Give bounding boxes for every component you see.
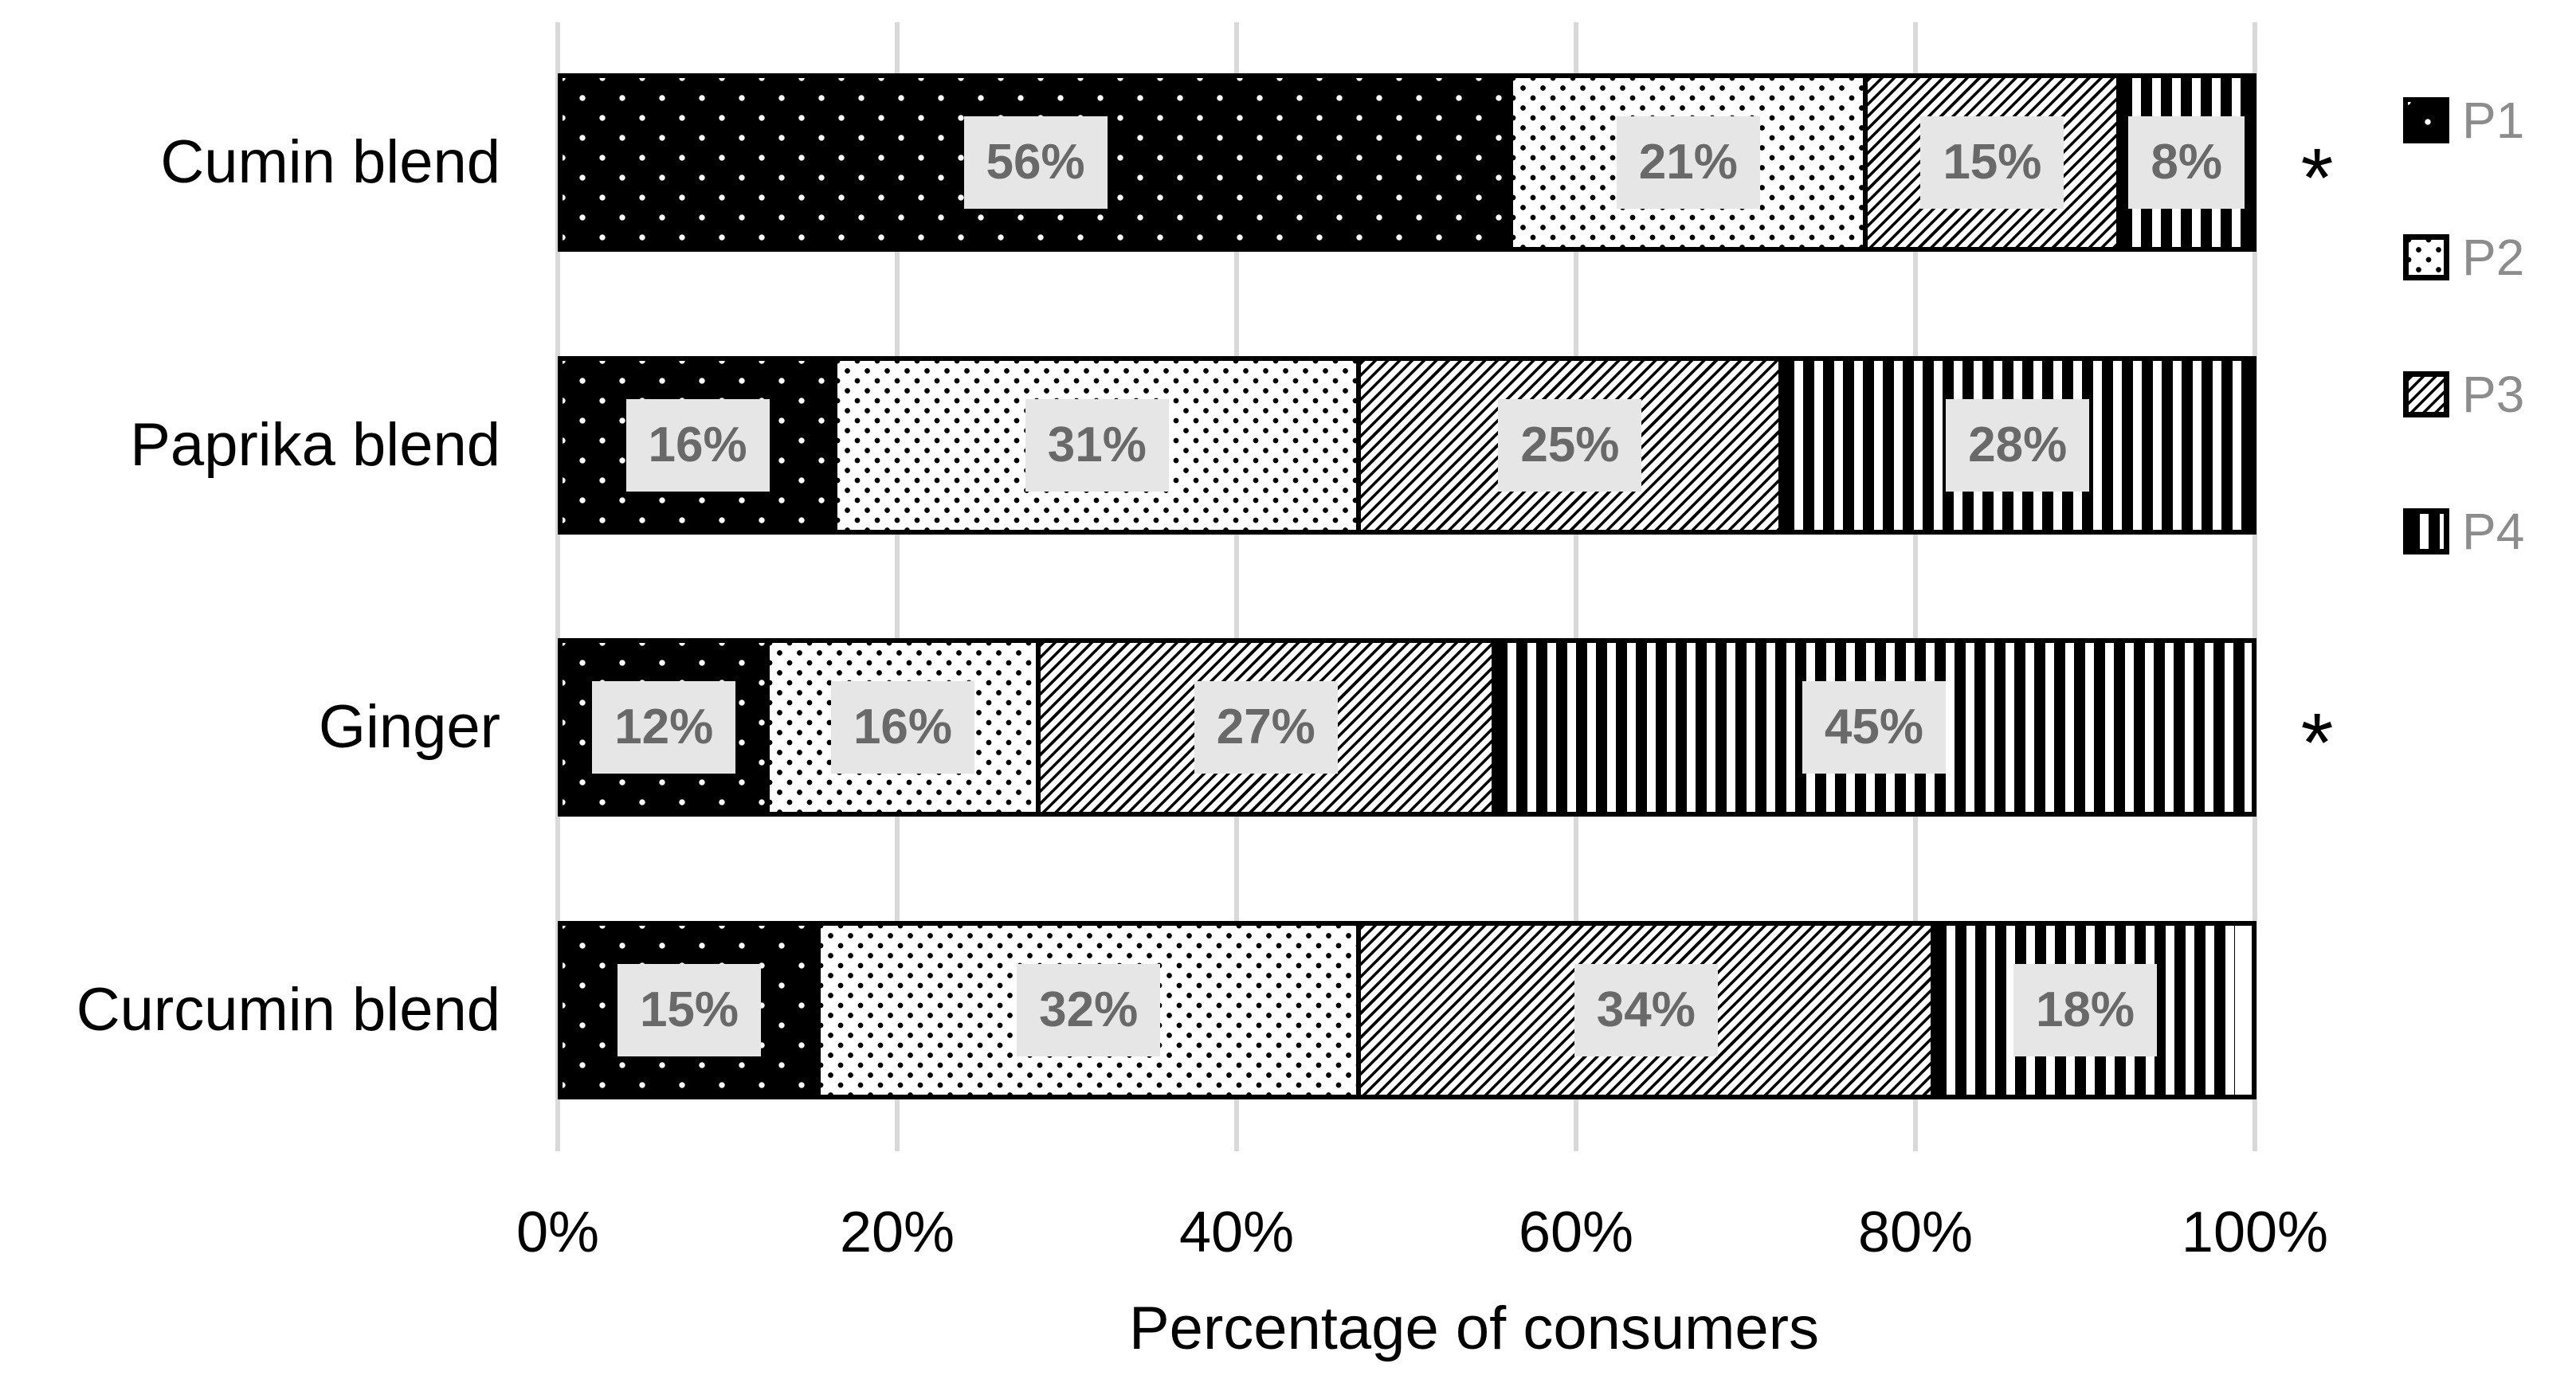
legend-item-p4: P4: [2403, 506, 2524, 557]
bar-segment-p3: 15%: [1863, 78, 2117, 247]
x-tick-label: 60%: [1518, 1201, 1634, 1264]
bar-segment-p1: 15%: [563, 926, 816, 1095]
legend-item-p2: P2: [2403, 232, 2524, 283]
significance-asterisk: *: [2300, 131, 2334, 225]
data-label: 34%: [1574, 964, 1718, 1056]
bar-segment-p2: 16%: [765, 643, 1036, 812]
bar-segment-p3: 34%: [1356, 926, 1931, 1095]
category-label: Cumin blend: [160, 128, 500, 196]
bar-segment-p4: 8%: [2116, 78, 2252, 247]
x-axis-title: Percentage of consumers: [1128, 1295, 1820, 1362]
bar-row: 15% 32% 34% 18%: [558, 921, 2256, 1099]
bar-row: 56% 21% 15% 8%: [558, 73, 2256, 252]
legend-label: P3: [2462, 366, 2525, 423]
data-label: 32%: [1017, 964, 1161, 1056]
legend-label: P2: [2462, 229, 2525, 286]
data-label: 56%: [963, 116, 1108, 209]
gridline: [555, 22, 560, 1151]
bar-segment-p2: 31%: [833, 361, 1357, 530]
bar-segment-p3: 27%: [1035, 643, 1492, 812]
legend-swatch-vertical-stripes-icon: [2403, 508, 2449, 554]
gridline: [2253, 22, 2257, 1151]
x-tick-label: 20%: [839, 1201, 955, 1264]
data-label: 21%: [1616, 116, 1760, 209]
bar-segment-p1: 16%: [563, 361, 833, 530]
category-label: Curcumin blend: [76, 976, 500, 1044]
bar-segment-p1: 12%: [563, 643, 766, 812]
gridline: [1574, 22, 1578, 1151]
bar-row: 16% 31% 25% 28%: [558, 356, 2256, 535]
gridline: [895, 22, 900, 1151]
x-tick-label: 40%: [1178, 1201, 1295, 1264]
bar-segment-p1: 56%: [563, 78, 1509, 247]
data-label: 28%: [1946, 399, 2090, 492]
category-label: Paprika blend: [130, 411, 500, 479]
data-label: 12%: [592, 681, 736, 774]
bar-segment-p3: 25%: [1356, 361, 1779, 530]
data-label: 15%: [617, 964, 762, 1056]
legend-label: P4: [2462, 503, 2525, 560]
x-tick-label: 100%: [2181, 1201, 2329, 1264]
gridline: [1913, 22, 1918, 1151]
data-label: 45%: [1802, 681, 1947, 774]
data-label: 31%: [1025, 399, 1169, 492]
bar-segment-p2: 32%: [816, 926, 1357, 1095]
bar-row: 12% 16% 27% 45%: [558, 638, 2256, 817]
legend-item-p3: P3: [2403, 369, 2524, 420]
x-tick-label: 80%: [1857, 1201, 1974, 1264]
category-label: Ginger: [318, 693, 500, 761]
bar-segment-p4: 45%: [1491, 643, 2252, 812]
bar-segment-p4: 28%: [1778, 361, 2252, 530]
bar-segment-p4: 18%: [1931, 926, 2235, 1095]
data-label: 18%: [2013, 964, 2158, 1056]
legend-swatch-diagonal-hatch-icon: [2403, 371, 2449, 417]
gridline: [1234, 22, 1239, 1151]
data-label: 16%: [830, 681, 975, 774]
bar-segment-p2: 21%: [1508, 78, 1864, 247]
legend-swatch-white-dots-on-black-icon: [2403, 97, 2449, 143]
data-label: 8%: [2128, 116, 2245, 209]
data-label: 27%: [1194, 681, 1338, 774]
data-label: 25%: [1498, 399, 1642, 492]
significance-asterisk: *: [2300, 696, 2334, 790]
data-label: 15%: [1920, 116, 2064, 209]
legend-label: P1: [2462, 92, 2525, 149]
data-label: 16%: [625, 399, 770, 492]
legend-item-p1: P1: [2403, 95, 2524, 146]
legend-swatch-black-dots-on-white-icon: [2403, 234, 2449, 280]
x-tick-label: 0%: [516, 1201, 600, 1264]
